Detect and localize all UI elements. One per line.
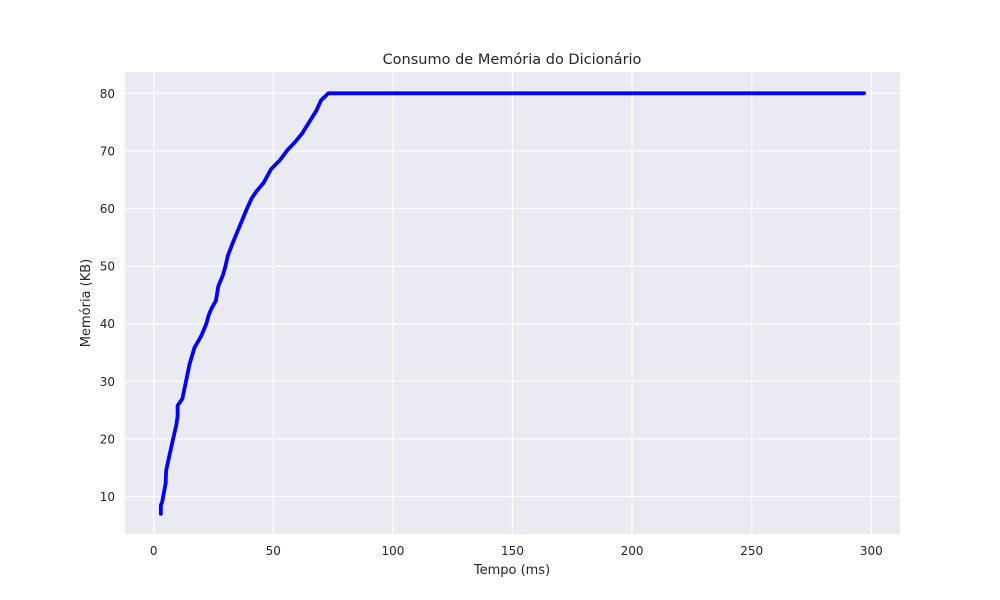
series-line	[158, 91, 867, 516]
series-layer	[158, 91, 867, 516]
y-tick-label: 20	[100, 432, 115, 446]
y-tick-label: 80	[100, 87, 115, 101]
x-tick-label: 150	[501, 544, 524, 558]
y-tick-label: 60	[100, 202, 115, 216]
x-tick-labels: 0 50 100 150 200 250 300	[150, 544, 883, 558]
x-tick-label: 50	[266, 544, 281, 558]
x-axis-label: Tempo (ms)	[473, 563, 550, 578]
y-tick-label: 40	[100, 317, 115, 331]
x-tick-label: 0	[150, 544, 158, 558]
x-tick-label: 250	[740, 544, 763, 558]
chart-title: Consumo de Memória do Dicionário	[383, 52, 642, 68]
x-tick-label: 100	[381, 544, 404, 558]
x-tick-label: 200	[621, 544, 644, 558]
x-tick-label: 300	[860, 544, 883, 558]
y-tick-label: 10	[100, 490, 115, 504]
y-tick-labels: 10 20 30 40 50 60 70 80	[100, 87, 115, 504]
y-tick-label: 70	[100, 144, 115, 158]
y-axis-label: Memória (KB)	[79, 259, 94, 347]
y-tick-label: 30	[100, 375, 115, 389]
y-tick-label: 50	[100, 260, 115, 274]
